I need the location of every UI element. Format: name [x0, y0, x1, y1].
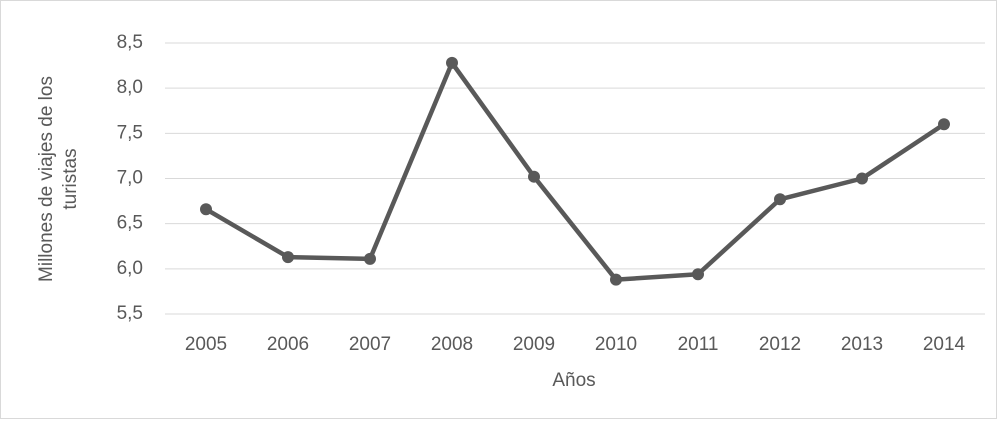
y-tick-label: 8,0	[117, 77, 143, 98]
y-tick-label: 7,5	[117, 122, 143, 143]
data-point	[200, 203, 212, 216]
data-point	[364, 252, 376, 265]
y-tick-label: 7,0	[117, 168, 143, 189]
x-tick-label: 2005	[185, 334, 227, 355]
y-tick-label: 6,5	[117, 213, 143, 234]
x-tick-label: 2008	[431, 334, 473, 355]
data-point	[774, 193, 786, 206]
y-tick-label: 6,0	[117, 258, 143, 279]
x-tick-label: 2007	[349, 334, 391, 355]
x-tick-label: 2006	[267, 334, 309, 355]
data-point	[938, 118, 950, 131]
x-tick-label: 2012	[759, 334, 801, 355]
data-point	[528, 170, 540, 183]
y-axis-label-line: turistas	[60, 148, 81, 209]
data-point	[692, 268, 704, 281]
x-tick-label: 2009	[513, 334, 555, 355]
series-line	[204, 60, 946, 282]
x-tick-label: 2011	[678, 334, 719, 355]
data-point	[856, 172, 868, 185]
y-tick-label: 8,5	[117, 32, 143, 53]
x-tick-label: 2013	[841, 334, 883, 355]
y-axis-label-line: Millones de viajes de los	[36, 76, 57, 282]
x-axis-label: Años	[552, 370, 595, 391]
data-point	[446, 56, 458, 69]
y-tick-label: 5,5	[117, 303, 143, 324]
data-point	[282, 251, 294, 264]
y-axis-label: Millones de viajes de los turistas	[36, 76, 81, 282]
data-point	[610, 273, 622, 286]
x-tick-label: 2014	[923, 334, 966, 355]
x-tick-label: 2010	[595, 334, 637, 355]
